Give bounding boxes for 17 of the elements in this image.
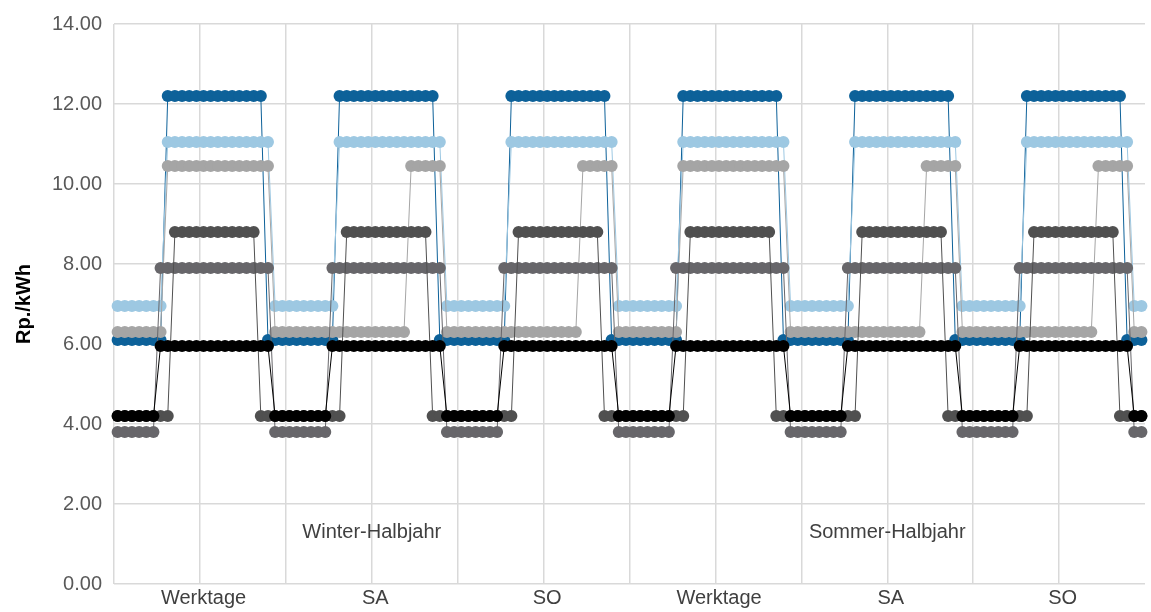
x-tick-label: Werktage: [676, 585, 762, 608]
y-tick-label: 2.00: [63, 491, 103, 514]
y-axis-title: Rp./kWh: [11, 264, 34, 344]
annotation: Winter-Halbjahr: [302, 519, 442, 542]
y-tick-label: 14.00: [51, 11, 103, 34]
x-tick-label: SA: [877, 585, 905, 608]
y-tick-label: 4.00: [63, 411, 103, 434]
x-tick-label: SO: [1048, 585, 1078, 608]
y-tick-label: 10.00: [51, 171, 103, 194]
y-tick-label: 6.00: [63, 331, 103, 354]
y-tick-label: 8.00: [63, 251, 103, 274]
x-tick-label: SA: [362, 585, 390, 608]
annotation: Sommer-Halbjahr: [808, 519, 966, 542]
x-tick-label: SO: [532, 585, 562, 608]
x-tick-label: Werktage: [160, 585, 247, 608]
y-tick-label: 0.00: [63, 571, 103, 594]
y-tick-label: 12.00: [51, 91, 103, 114]
